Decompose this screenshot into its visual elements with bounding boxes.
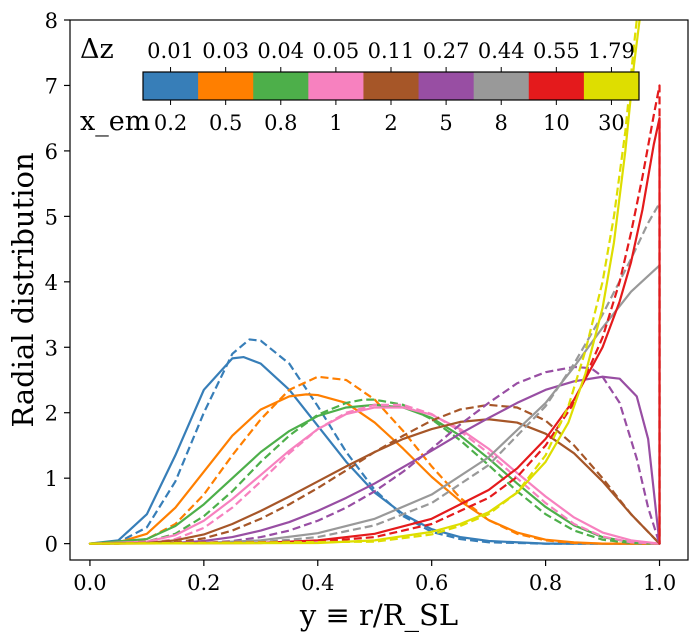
y-tick-label: 5 [45,205,58,229]
series-line-0-solid [88,355,661,545]
plot-frame [69,19,689,561]
y-tick-label: 3 [45,336,58,360]
dz-title: Δz [80,34,114,65]
colorbar-swatch [143,72,199,100]
dz-value-label: 0.55 [533,39,580,63]
y-tick-label: 8 [45,9,58,33]
colorbar-swatch [528,72,585,100]
colorbar-swatch [253,72,309,100]
series-line-17-dashed [89,20,638,545]
series-line-15-dashed [89,84,661,545]
series-line-10-solid [88,375,661,545]
xem-value-label: 1 [329,111,342,135]
xem-value-label: 0.8 [264,111,297,135]
dz-value-label: 0.05 [313,39,360,63]
series-layer [88,20,661,545]
series-line-4-solid [88,403,661,545]
xem-value-label: 10 [543,111,570,135]
x-tick-label: 1.0 [643,571,676,595]
colorbar-swatch [363,72,420,100]
dz-value-label: 0.03 [202,39,249,63]
y-tick-label: 6 [45,140,58,164]
colorbar-swatch [308,72,364,100]
series-line-3-dashed [89,375,660,545]
y-tick-label: 4 [45,271,58,295]
xem-value-label: 2 [384,111,397,135]
x-tick-label: 0.6 [415,571,448,595]
xem-value-label: 0.5 [209,111,242,135]
y-tick-label: 0 [45,533,58,557]
series-line-7-dashed [89,403,660,545]
x-tick-label: 0.4 [301,571,334,595]
series-line-1-dashed [89,338,660,545]
colorbar-outline [142,71,640,101]
y-tick-label: 2 [45,402,58,426]
x-tick-label: 0.8 [529,571,562,595]
colorbar-swatch [198,72,254,100]
series-line-9-dashed [89,403,661,545]
y-tick-label: 7 [45,74,58,98]
xem-value-label: 0.2 [154,111,187,135]
x-tick-label: 0.0 [73,571,106,595]
colorbar-legend: 0.01 0.2 0.03 0.5 0.04 0.8 0.05 1 0.11 2 0.27 5 0.44… [80,34,640,137]
colorbar-swatch [418,72,475,100]
dz-value-label: 0.11 [368,39,415,63]
series-line-13-dashed [89,202,661,545]
series-line-2-solid [88,393,661,545]
x-axis-label: y ≡ r/R_SL [299,598,458,633]
series-line-14-solid [88,117,661,545]
series-line-5-dashed [89,398,660,545]
xem-value-label: 8 [495,111,508,135]
xem-value-label: 5 [439,111,452,135]
colorbar-swatch [473,72,530,100]
dz-value-label: 0.44 [478,39,525,63]
series-line-8-solid [88,418,661,545]
y-axis-label: Radial distribution [6,152,40,427]
x-tick-label: 0.2 [187,571,220,595]
series-line-6-solid [88,406,661,545]
dz-value-label: 0.04 [257,39,304,63]
ticks-layer: 0.0 0.2 0.4 0.6 0.8 1.0 0 1 2 3 4 5 6 7 8 [45,9,677,595]
dz-value-label: 1.79 [588,39,635,63]
series-line-11-dashed [89,365,661,545]
dz-value-label: 0.27 [423,39,470,63]
xem-value-label: 30 [598,111,625,135]
colorbar-swatch [583,72,640,100]
xem-title: x_em [80,106,150,137]
series-line-16-solid [88,20,641,545]
dz-value-label: 0.01 [147,39,194,63]
y-tick-label: 1 [45,467,58,491]
series-line-12-solid [88,264,661,545]
